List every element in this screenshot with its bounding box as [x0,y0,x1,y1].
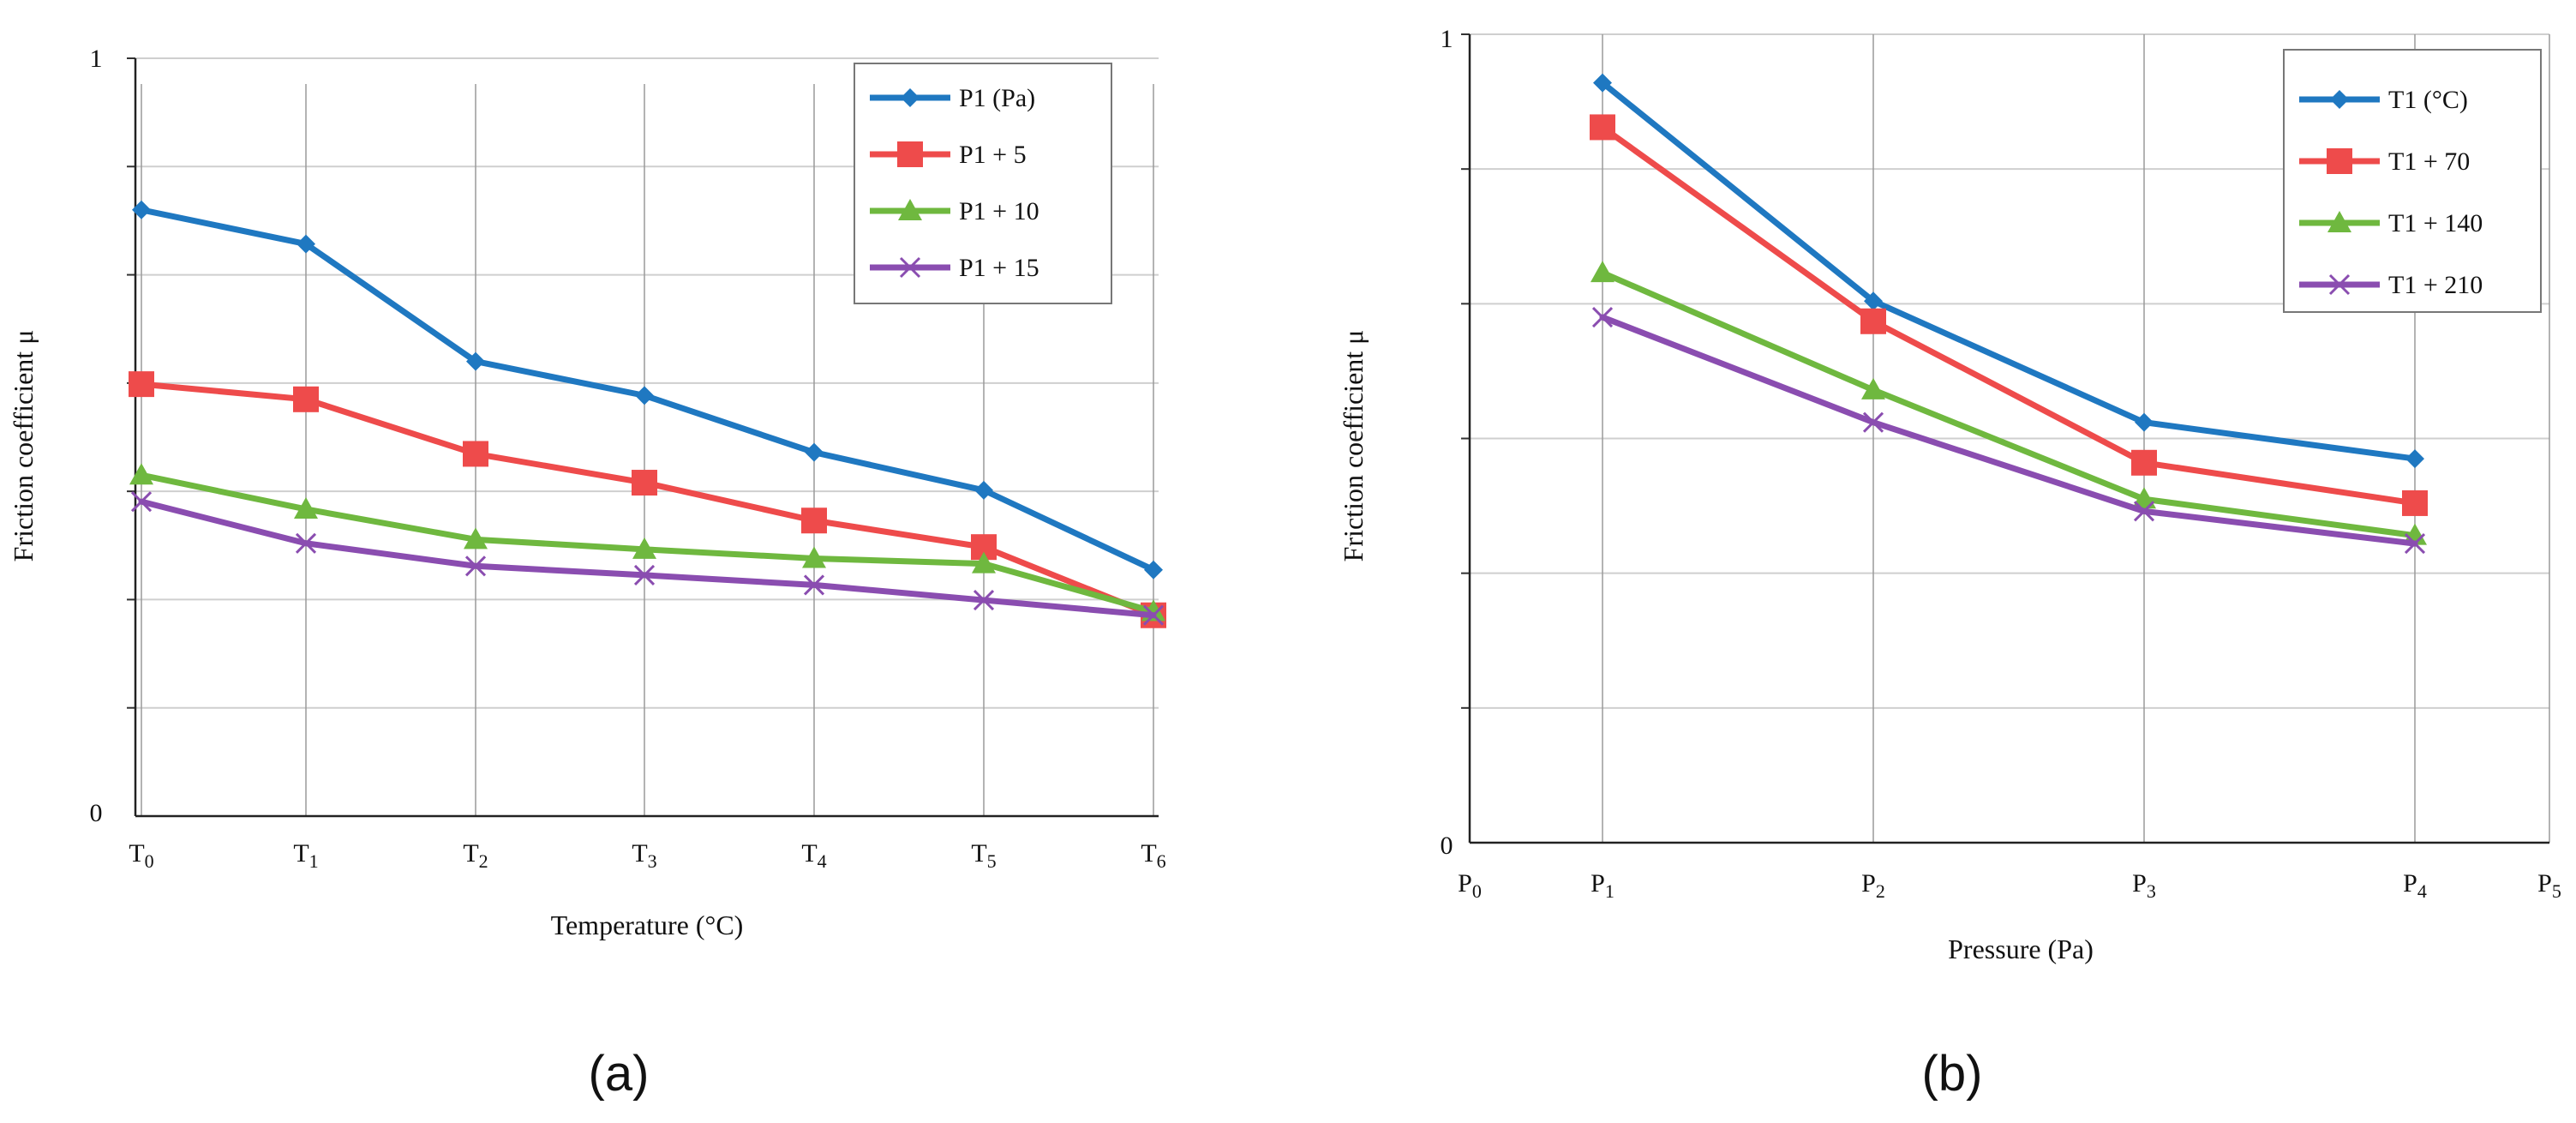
data-point [973,589,995,611]
data-point [1591,261,1614,283]
legend-label: T1 + 70 [2388,147,2470,176]
legend-box [854,63,1112,304]
x-tick-label: P0 [1458,869,1482,902]
legend-marker [2327,148,2352,174]
series-line-1 [1599,123,2418,507]
x-axis-title: Pressure (Pa) [1948,934,2094,964]
x-tick-label: P4 [2403,869,2427,902]
legend-label: P1 + 5 [959,141,1027,169]
data-point [974,480,993,500]
x-tick-label: T2 [463,839,488,872]
x-tick-label: T0 [129,839,153,872]
data-point [805,442,824,462]
y-axis-title: Friction coefficient μ [8,330,39,562]
legend-label: P1 + 15 [959,254,1039,282]
legend-label: T1 + 210 [2388,271,2483,299]
chart-1: 0 1 P0 P1 P2 P3 P4 P5 Pressure (Pa) Friction coef… [1338,25,2561,1102]
data-point [2135,412,2154,432]
chart-0: 0 1 T0 T1 T2 T3 T4 T5 T6 Temperature (°C) Friction… [8,45,1166,1102]
series-line-2 [1599,269,2418,539]
legend-marker [898,199,922,220]
x-tick-label: T5 [971,839,996,872]
data-point [1591,306,1614,328]
x-tick-label: T1 [293,839,318,872]
legend-label: T1 (°C) [2388,86,2468,114]
data-point [129,463,153,485]
legend-marker [2330,90,2349,109]
x-tick-label: P1 [1591,869,1614,902]
legend-marker [901,88,920,107]
data-point [130,491,153,513]
data-point [129,371,154,398]
data-point [293,386,319,412]
data-point [801,507,827,534]
data-point [1864,291,1883,311]
x-tick-label: P2 [1861,869,1885,902]
figure-caption: (b) [1922,1046,1983,1102]
y-tick-label-min: 0 [90,799,103,827]
legend-marker [2327,211,2351,232]
data-point [295,532,317,554]
series-line-0 [1599,80,2418,462]
series-line-3 [1599,314,2418,547]
data-point [2131,449,2157,476]
legend-marker [899,256,921,279]
data-point [1862,411,1884,433]
data-point [2132,487,2156,509]
y-axis-title: Friction coefficient μ [1338,330,1369,562]
data-point [2404,533,2426,555]
x-tick-label: T3 [632,839,656,872]
legend-marker [897,141,923,167]
data-point [2402,489,2428,516]
data-point [802,546,826,568]
data-point [297,234,315,254]
data-point [1860,308,1886,334]
x-tick-label: P5 [2537,869,2561,902]
data-point [1861,377,1885,399]
x-tick-label: T6 [1141,839,1165,872]
data-point [2403,523,2427,545]
data-point [463,441,488,467]
data-point [972,551,996,574]
legend-box [2283,49,2542,313]
y-tick-label-max: 1 [1441,25,1453,53]
legend-label: T1 + 140 [2388,209,2483,237]
data-point [466,351,485,371]
legend-marker [2328,273,2351,296]
data-point [632,470,657,496]
data-point [1144,560,1163,580]
data-point [633,564,656,586]
data-point [464,527,488,549]
y-tick-label-max: 1 [90,45,103,73]
figure-caption: (a) [589,1046,650,1102]
x-axis-title: Temperature (°C) [551,910,744,940]
data-point [803,574,825,596]
data-point [294,496,318,519]
legend-label: P1 (Pa) [959,84,1035,112]
data-point [1590,114,1615,141]
data-point [632,537,656,559]
legend-label: P1 + 10 [959,197,1039,225]
data-point [2133,501,2155,522]
data-point [1142,604,1165,626]
x-tick-label: P3 [2132,869,2156,902]
y-tick-label-min: 0 [1441,832,1453,860]
data-point [635,386,654,405]
data-point [2405,449,2424,469]
data-point [464,555,487,577]
data-point [1593,73,1612,93]
data-point [132,200,151,219]
x-tick-label: T4 [801,839,826,872]
